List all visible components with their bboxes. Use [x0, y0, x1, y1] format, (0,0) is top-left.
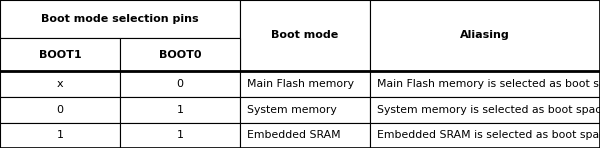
Text: 0: 0 — [56, 105, 64, 115]
Bar — [0, 71, 120, 97]
Text: System memory is selected as boot space: System memory is selected as boot space — [377, 105, 600, 115]
Bar — [0, 38, 120, 71]
Text: Main Flash memory is selected as boot space: Main Flash memory is selected as boot sp… — [377, 79, 600, 89]
Bar — [0, 0, 240, 38]
Text: 0: 0 — [176, 79, 184, 89]
Text: BOOT1: BOOT1 — [38, 49, 82, 59]
Bar — [0, 97, 120, 123]
Text: 1: 1 — [176, 105, 184, 115]
Bar — [370, 97, 600, 123]
Bar — [240, 123, 370, 148]
Bar — [240, 0, 370, 71]
Bar — [0, 123, 120, 148]
Bar — [370, 71, 600, 97]
Text: 1: 1 — [176, 131, 184, 140]
Text: Boot mode: Boot mode — [271, 30, 338, 41]
Bar — [370, 123, 600, 148]
Bar — [120, 71, 240, 97]
Bar — [120, 97, 240, 123]
Text: Aliasing: Aliasing — [460, 30, 510, 41]
Text: Boot mode selection pins: Boot mode selection pins — [41, 14, 199, 24]
Text: 1: 1 — [56, 131, 64, 140]
Text: Main Flash memory: Main Flash memory — [247, 79, 354, 89]
Bar — [120, 123, 240, 148]
Text: Embedded SRAM is selected as boot space: Embedded SRAM is selected as boot space — [377, 131, 600, 140]
Text: x: x — [56, 79, 64, 89]
Text: System memory: System memory — [247, 105, 337, 115]
Text: BOOT0: BOOT0 — [159, 49, 201, 59]
Bar — [240, 97, 370, 123]
Bar — [120, 38, 240, 71]
Bar — [240, 71, 370, 97]
Text: Embedded SRAM: Embedded SRAM — [247, 131, 341, 140]
Bar — [370, 0, 600, 71]
